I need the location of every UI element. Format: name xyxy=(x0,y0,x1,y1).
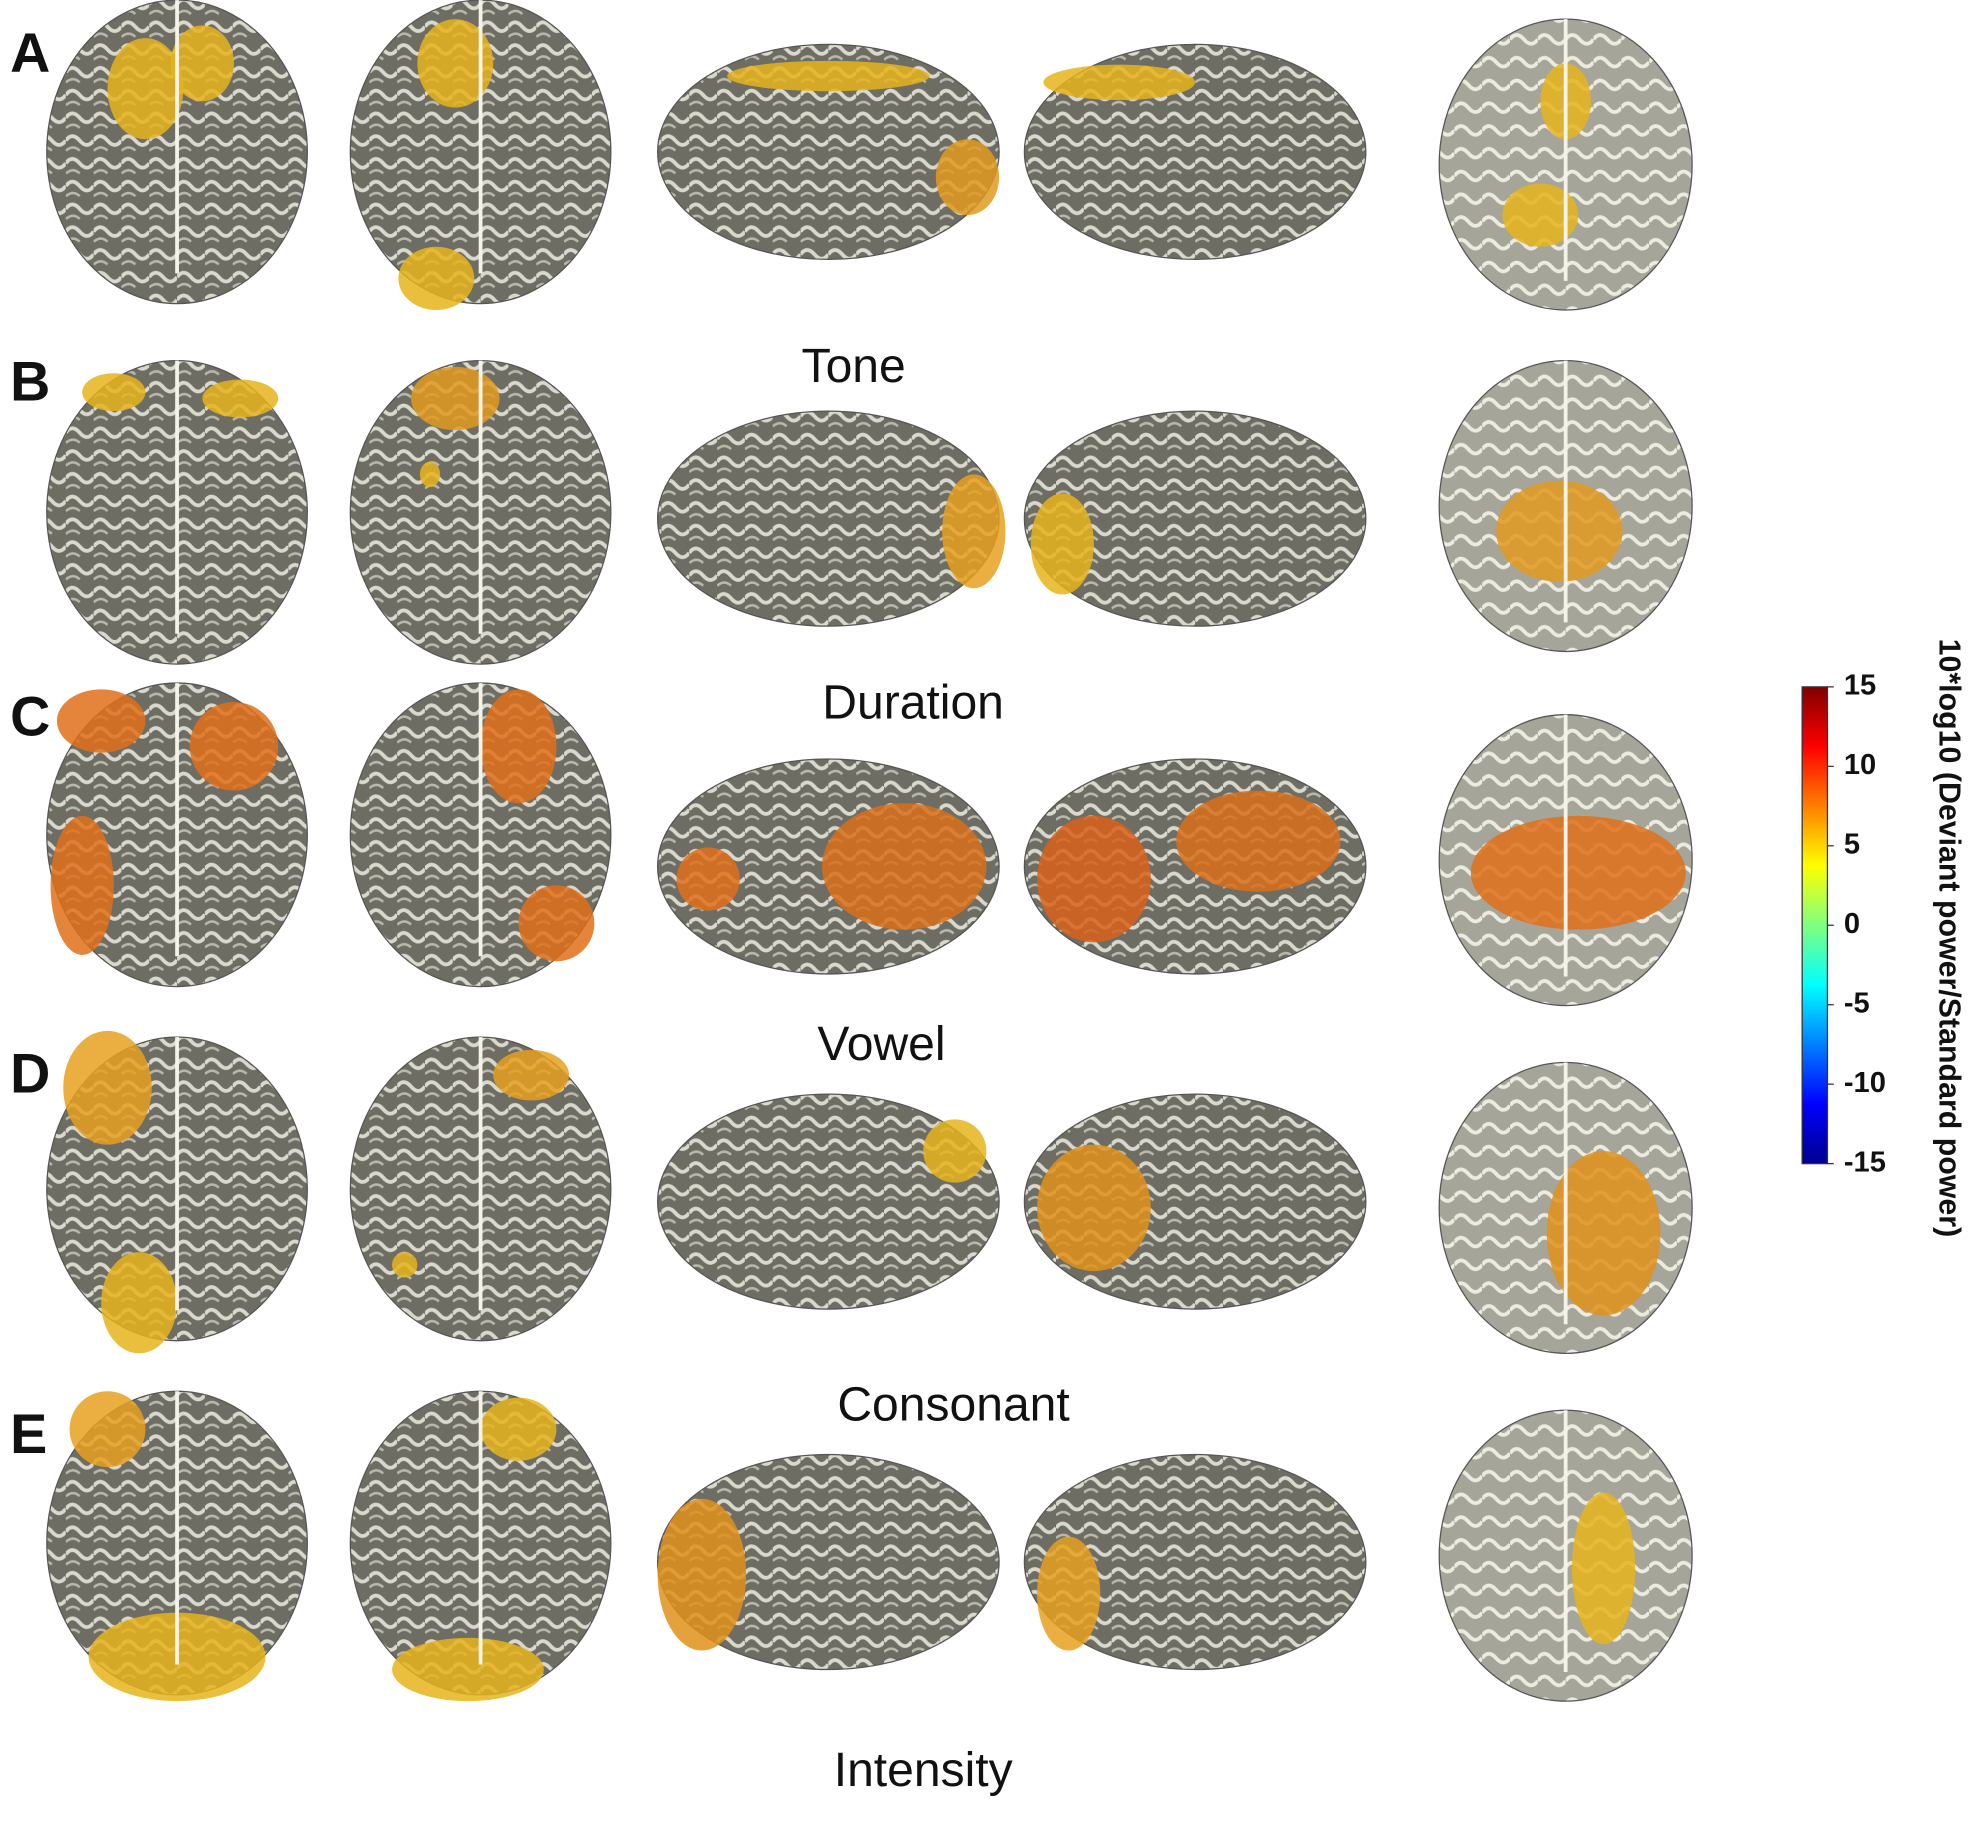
brain-view xyxy=(1023,1453,1367,1671)
brain-view xyxy=(1438,359,1693,653)
activation-blob xyxy=(1037,1536,1101,1651)
activation-blob xyxy=(518,885,595,962)
brain-view xyxy=(1023,43,1367,261)
brain-view xyxy=(349,682,612,988)
colorbar-tick-label: -10 xyxy=(1844,1067,1886,1099)
brain-surface xyxy=(656,1093,1000,1310)
activation-blob xyxy=(170,25,234,102)
activation-blob xyxy=(1030,493,1094,595)
brain-view xyxy=(349,1036,612,1342)
brain-view xyxy=(1438,714,1693,1007)
activation-blob xyxy=(1502,183,1579,247)
activation-blob xyxy=(493,1049,570,1101)
activation-blob xyxy=(923,1119,987,1183)
activation-blob xyxy=(82,373,146,412)
condition-label: Intensity xyxy=(834,1744,1013,1797)
brain-view xyxy=(1023,1093,1367,1310)
colorbar-tick-label: 0 xyxy=(1844,908,1860,940)
activation-blob xyxy=(392,1637,544,1702)
brain-view xyxy=(46,0,308,305)
brain-surface xyxy=(656,43,1000,261)
brain-view xyxy=(656,1093,1000,1310)
brain-view xyxy=(1438,1409,1693,1702)
activation-blob xyxy=(1571,1492,1636,1645)
brain-view xyxy=(1023,758,1367,975)
activation-blob xyxy=(1546,1150,1661,1316)
panel-letter: D xyxy=(10,1042,50,1104)
activation-blob xyxy=(392,1252,418,1278)
activation-blob xyxy=(189,702,279,791)
brain-view xyxy=(1023,410,1367,627)
brain-view xyxy=(46,1390,308,1702)
condition-label: Duration xyxy=(822,677,1004,730)
brain-view xyxy=(1438,1061,1693,1354)
activation-blob xyxy=(480,689,557,804)
brain-view xyxy=(1438,18,1693,311)
condition-label: Tone xyxy=(802,340,906,393)
colorbar-tick-label: -15 xyxy=(1844,1146,1886,1178)
brain-view xyxy=(656,758,1000,975)
activation-blob xyxy=(101,1252,178,1354)
colorbar-tick-label: 10 xyxy=(1844,749,1876,781)
activation-blob xyxy=(935,139,1000,216)
activation-blob xyxy=(1043,64,1196,101)
panel-letter: A xyxy=(10,22,50,84)
activation-blob xyxy=(398,246,475,310)
activation-blob xyxy=(942,474,1006,589)
colorbar-tick-label: -5 xyxy=(1844,987,1870,1019)
brain-view xyxy=(656,410,1006,627)
brain-view xyxy=(656,1453,1000,1671)
brain-view xyxy=(46,682,308,988)
brain-view xyxy=(656,43,1000,261)
activation-blob xyxy=(419,461,441,488)
colorbar-label: 10*log10 (Deviant power/Standard power) xyxy=(1933,639,1966,1238)
activation-blob xyxy=(411,366,500,431)
activation-blob xyxy=(1037,1144,1151,1272)
brain-view xyxy=(349,1390,612,1702)
activation-blob xyxy=(69,1391,146,1468)
brain-view xyxy=(349,359,612,665)
condition-label: Vowel xyxy=(817,1018,945,1071)
brain-view xyxy=(349,0,612,310)
activation-blob xyxy=(727,60,930,92)
activation-blob xyxy=(657,1498,747,1651)
activation-blob xyxy=(1176,790,1341,892)
colorbar xyxy=(1801,686,1829,1165)
activation-blob xyxy=(676,847,740,911)
activation-blob xyxy=(1496,480,1623,582)
activation-blob xyxy=(1470,815,1686,930)
activation-blob xyxy=(107,38,184,140)
activation-blob xyxy=(56,689,146,753)
brain-view xyxy=(46,1030,308,1354)
colorbar-tick-label: 15 xyxy=(1844,670,1876,702)
brain-view xyxy=(46,359,308,665)
activation-blob xyxy=(480,1397,557,1461)
activation-blob xyxy=(50,815,114,955)
condition-label: Consonant xyxy=(837,1378,1069,1431)
activation-blob xyxy=(417,19,494,108)
brain-surface xyxy=(1023,1453,1367,1671)
brain-surface xyxy=(656,1453,1000,1671)
panel-letter: E xyxy=(10,1403,47,1465)
activation-blob xyxy=(822,803,987,930)
panel-letter: C xyxy=(10,686,50,748)
activation-blob xyxy=(63,1030,152,1145)
panel-letter: B xyxy=(10,351,50,413)
colorbar-tick-label: 5 xyxy=(1844,828,1860,860)
brain-surface xyxy=(1023,410,1367,627)
activation-blob xyxy=(202,379,279,418)
activation-blob xyxy=(1037,815,1151,943)
